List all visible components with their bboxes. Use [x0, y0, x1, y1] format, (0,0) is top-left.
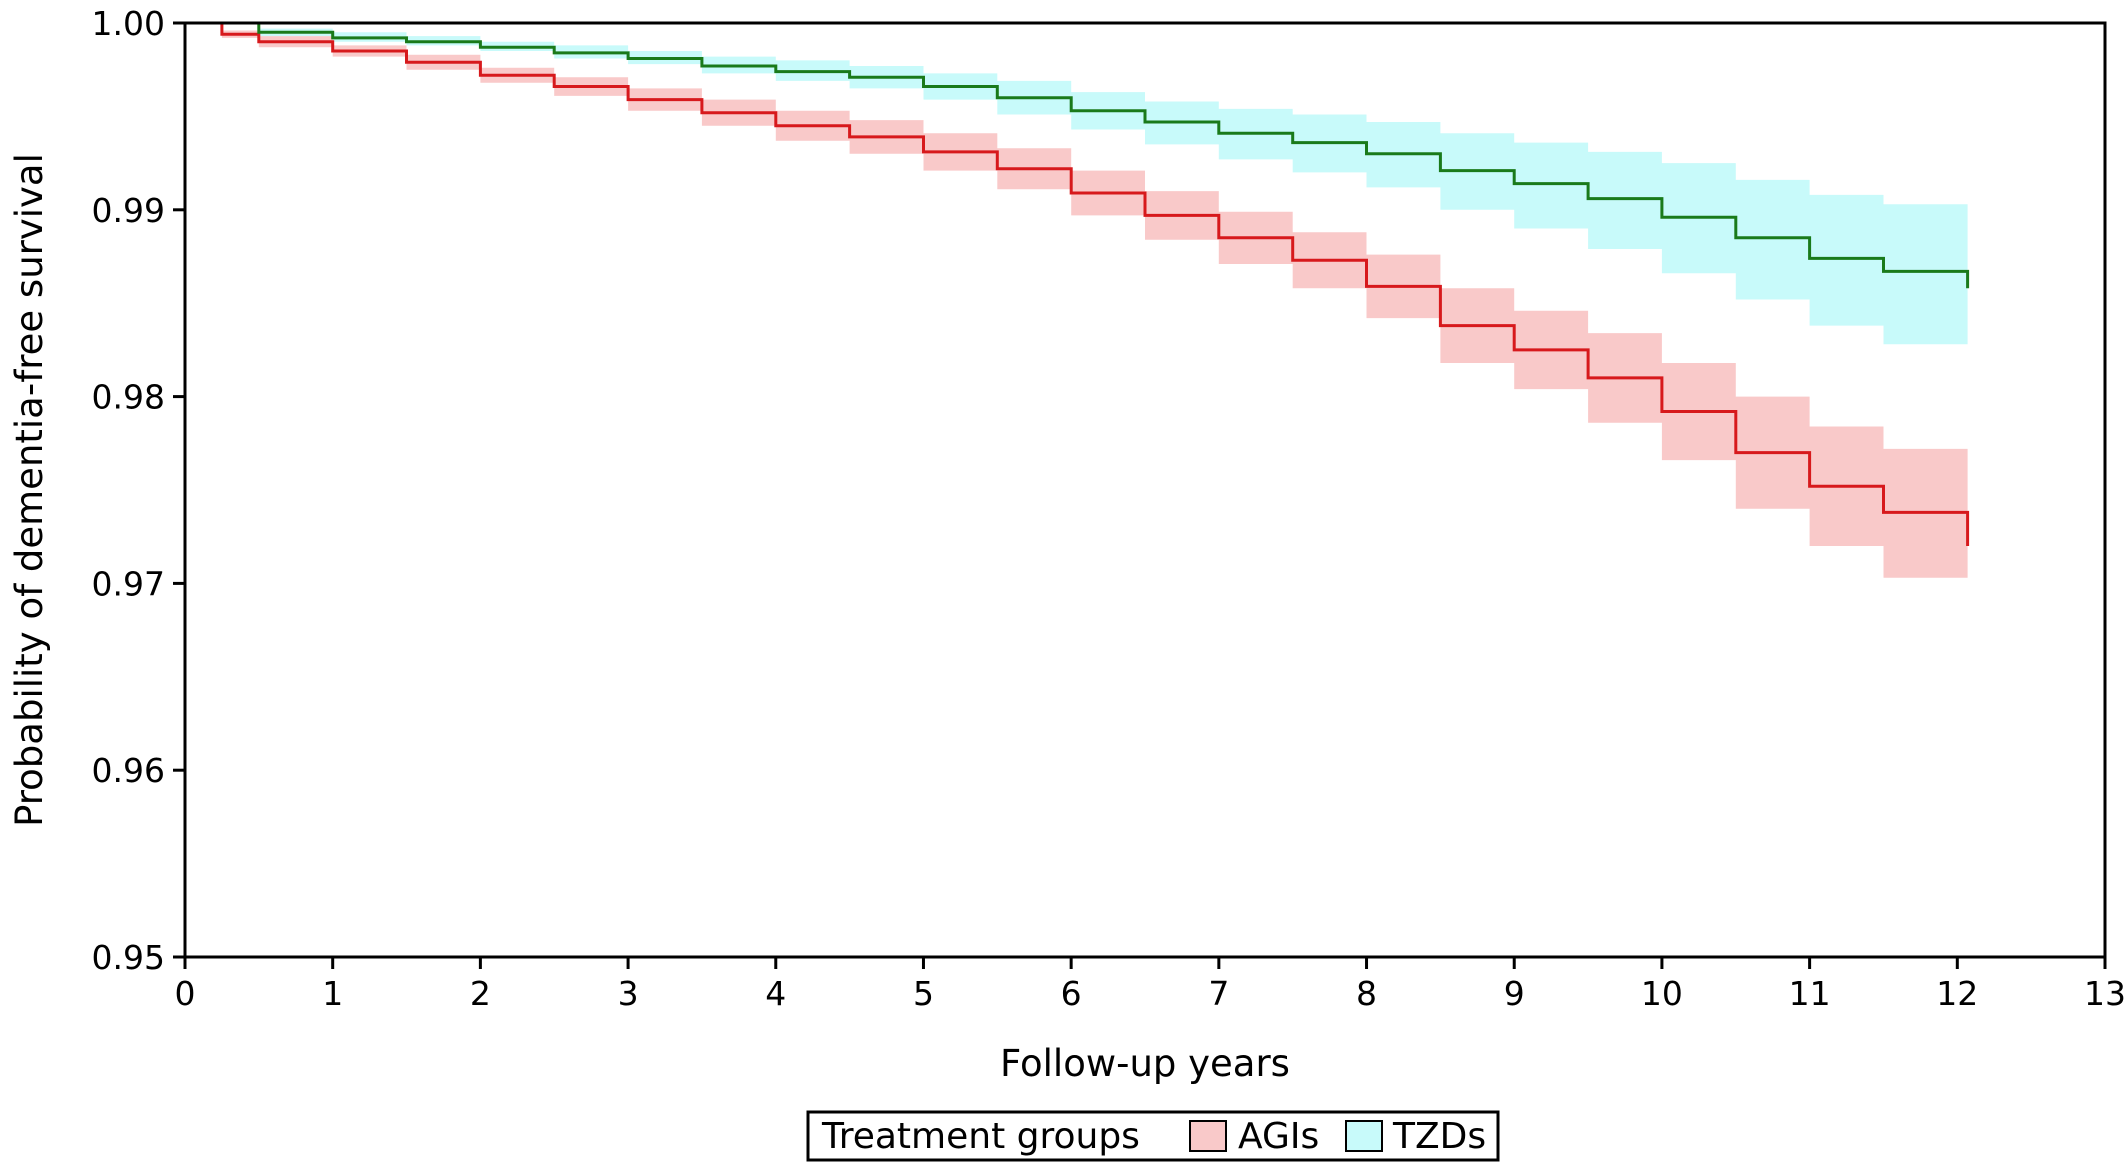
x-axis-title: Follow-up years	[1000, 1042, 1290, 1085]
x-tick-label: 6	[1061, 974, 1082, 1013]
x-tick-label: 1	[322, 974, 343, 1013]
y-axis-ticks: 1.00 0.99 0.98 0.97 0.96 0.95	[92, 4, 185, 977]
line-agis	[185, 21, 1970, 546]
line-tzds	[185, 21, 1970, 289]
x-tick-label: 13	[2084, 974, 2126, 1013]
x-tick-label: 9	[1504, 974, 1525, 1013]
y-tick-label: 0.97	[92, 564, 165, 603]
legend-label-agis: AGIs	[1238, 1116, 1319, 1157]
band-tzds	[185, 23, 1968, 365]
axes	[183, 21, 2107, 959]
legend: Treatment groups AGIs TZDs	[806, 1110, 1500, 1162]
x-tick-label: 7	[1208, 974, 1229, 1013]
legend-label-tzds: TZDs	[1392, 1116, 1486, 1157]
plot-frame	[183, 21, 2107, 959]
x-tick-label: 4	[765, 974, 786, 1013]
x-tick-label: 11	[1789, 974, 1831, 1013]
legend-swatch-tzds	[1345, 1120, 1383, 1152]
legend-title: Treatment groups	[821, 1116, 1140, 1157]
confidence-bands	[185, 23, 1968, 610]
x-tick-label: 12	[1936, 974, 1978, 1013]
x-tick-label: 10	[1641, 974, 1683, 1013]
y-tick-label: 0.98	[92, 378, 165, 417]
y-tick-label: 1.00	[92, 4, 165, 43]
x-tick-label: 2	[470, 974, 491, 1013]
y-tick-label: 0.99	[92, 191, 165, 230]
y-tick-label: 0.96	[92, 751, 165, 790]
x-tick-label: 3	[618, 974, 639, 1013]
x-tick-label: 0	[175, 974, 196, 1013]
legend-swatch-agis	[1189, 1120, 1227, 1152]
x-axis-ticks: 0 1 2 3 4 5 6 7 8 9 10 11 12 13	[175, 957, 2126, 1013]
y-axis-title: Probability of dementia-free survival	[8, 153, 51, 827]
x-tick-label: 8	[1356, 974, 1377, 1013]
survival-lines	[185, 21, 1970, 546]
x-tick-label: 5	[913, 974, 934, 1013]
y-tick-label: 0.95	[92, 938, 165, 977]
